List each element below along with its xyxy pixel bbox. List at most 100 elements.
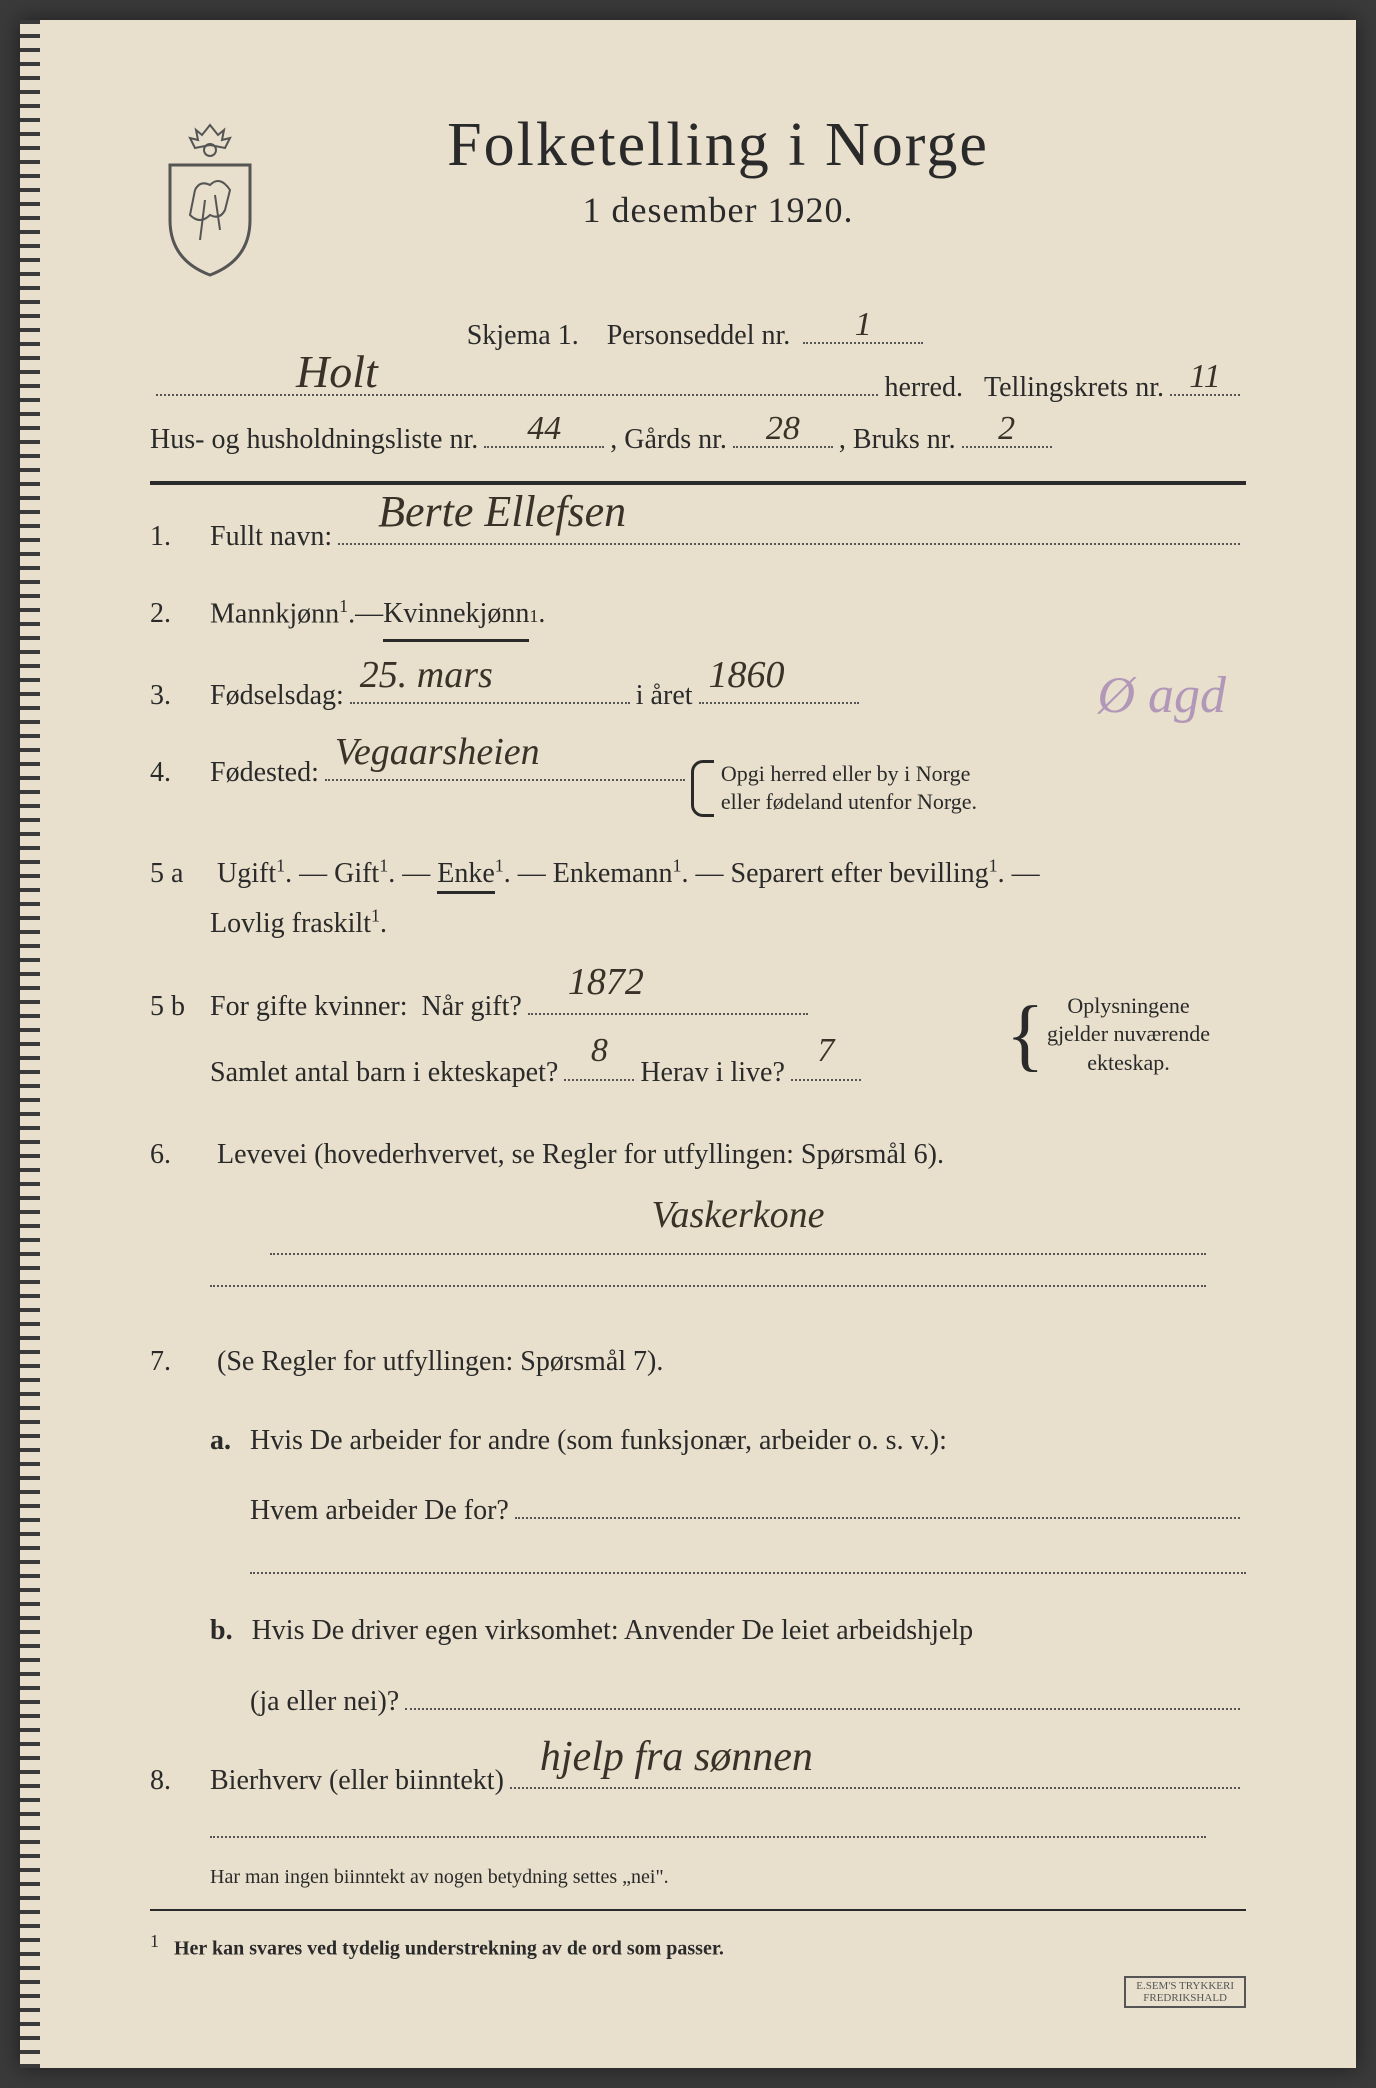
q5a-ugift: Ugift1. —	[217, 858, 334, 889]
q4-note2: eller fødeland utenfor Norge.	[721, 789, 977, 814]
q7b-sub: (ja eller nei)?	[250, 1677, 399, 1727]
q2-mann: Mannkjønn1.	[210, 592, 355, 637]
q5b-barn-label: Samlet antal barn i ekteskapet?	[210, 1048, 558, 1098]
q6-row: 6. Levevei (hovederhvervet, se Regler fo…	[150, 1130, 1246, 1287]
q2-num: 2.	[150, 592, 210, 637]
stamp-line2: FREDRIKSHALD	[1143, 1992, 1227, 2004]
footer-note: Har man ingen biinntekt av nogen betydni…	[150, 1866, 1246, 1889]
q8-row: 8. Bierhverv (eller biinntekt) hjelp fra…	[150, 1759, 1246, 1804]
q1-field: Berte Ellefsen	[338, 543, 1240, 545]
q5b-nargift-value: 1872	[568, 948, 644, 1016]
q6-field: Vaskerkone	[270, 1181, 1206, 1255]
q2-row: 2. Mannkjønn1. — Kvinnekjønn1.	[150, 592, 1246, 642]
herred-label: herred.	[884, 372, 963, 404]
header: Folketelling i Norge 1 desember 1920.	[150, 110, 1246, 280]
q5a-enkemann: Enkemann1. —	[553, 858, 731, 889]
q7b-letter: b.	[210, 1615, 233, 1646]
q6-blank-line	[210, 1285, 1206, 1287]
husliste-label: Hus- og husholdningsliste nr.	[150, 424, 478, 456]
q3-year-label: i året	[636, 674, 693, 719]
q5b-note3: ekteskap.	[1087, 1050, 1169, 1075]
q5a-gift: Gift1. —	[334, 858, 437, 889]
q5a-num: 5 a	[150, 849, 210, 899]
norwegian-crest-icon	[150, 120, 270, 280]
q8-num: 8.	[150, 1759, 210, 1804]
footnote-row: 1 Her kan svares ved tydelig understrekn…	[150, 1931, 1246, 1961]
perforated-edge	[20, 20, 40, 2068]
husliste-value: 44	[527, 410, 561, 448]
q7a-sub: Hvem arbeider De for?	[250, 1486, 509, 1536]
q7-row: 7. (Se Regler for utfyllingen: Spørsmål …	[150, 1337, 1246, 1727]
skjema-label: Skjema 1.	[467, 320, 579, 351]
q3-day-value: 25. mars	[360, 645, 493, 706]
q5b-nargift-label: Når gift?	[422, 982, 522, 1032]
q4-num: 4.	[150, 751, 210, 796]
purple-annotation: Ø agd	[1097, 654, 1226, 737]
q3-label: Fødselsdag:	[210, 674, 344, 719]
personseddel-label: Personseddel nr.	[607, 320, 791, 351]
q5b-nargift-field: 1872	[528, 1013, 808, 1015]
q8-field: hjelp fra sønnen	[510, 1787, 1240, 1789]
bruks-field: 2	[962, 446, 1052, 448]
census-date: 1 desember 1920.	[310, 189, 1126, 231]
q5b-label: For gifte kvinner:	[210, 982, 408, 1032]
personseddel-value: 1	[855, 306, 872, 344]
gards-label: , Gårds nr.	[610, 424, 727, 456]
q5a-fraskilt: Lovlig fraskilt1.	[150, 908, 387, 939]
bruks-value: 2	[998, 410, 1015, 448]
q4-note: Opgi herred eller by i Norge eller fødel…	[691, 760, 977, 817]
q5b-herav-value: 7	[817, 1020, 834, 1081]
q7-num: 7.	[150, 1337, 210, 1387]
q5b-note: Oplysningene gjelder nuværende ekteskap.	[1016, 992, 1216, 1078]
q7-label: (Se Regler for utfyllingen: Spørsmål 7).	[217, 1346, 663, 1377]
divider-thick	[150, 481, 1246, 485]
printer-stamp: E.SEM'S TRYKKERI FREDRIKSHALD	[1124, 1976, 1246, 2008]
q5a-separert: Separert efter bevilling1. —	[731, 858, 1040, 889]
footnote-num: 1	[150, 1931, 159, 1951]
census-form-page: Folketelling i Norge 1 desember 1920. Sk…	[20, 20, 1356, 2068]
husliste-field: 44	[484, 446, 604, 448]
q6-value: Vaskerkone	[651, 1194, 824, 1236]
main-title: Folketelling i Norge	[310, 110, 1126, 181]
q5b-note1: Oplysningene	[1067, 993, 1189, 1018]
personseddel-field: 1	[803, 342, 923, 344]
q4-field: Vegaarsheien	[325, 779, 685, 781]
gards-value: 28	[766, 410, 800, 448]
q7a-letter: a.	[210, 1425, 231, 1456]
stamp-line1: E.SEM'S TRYKKERI	[1136, 1980, 1234, 1992]
q7a-label: Hvis De arbeider for andre (som funksjon…	[250, 1425, 947, 1456]
q1-label: Fullt navn:	[210, 515, 332, 560]
q5b-barn-field: 8	[564, 1079, 634, 1081]
q8-label: Bierhverv (eller biinntekt)	[210, 1759, 504, 1804]
q5b-herav-label: Herav i live?	[640, 1048, 785, 1098]
household-row: Hus- og husholdningsliste nr. 44 , Gårds…	[150, 424, 1246, 456]
q4-label: Fødested:	[210, 751, 319, 796]
q2-dash: —	[355, 592, 383, 637]
q4-note1: Opgi herred eller by i Norge	[721, 761, 970, 786]
q5b-num: 5 b	[150, 982, 210, 1032]
q3-num: 3.	[150, 674, 210, 719]
q1-row: 1. Fullt navn: Berte Ellefsen	[150, 515, 1246, 560]
title-block: Folketelling i Norge 1 desember 1920.	[310, 110, 1246, 231]
q7a-block: a. Hvis De arbeider for andre (som funks…	[150, 1416, 1246, 1575]
q5b-note2: gjelder nuværende	[1047, 1021, 1210, 1046]
q6-num: 6.	[150, 1130, 210, 1180]
q3-row: 3. Fødselsdag: 25. mars i året 1860 Ø ag…	[150, 674, 1246, 719]
tellingskrets-label: Tellingskrets nr.	[984, 372, 1164, 404]
q5b-barn-value: 8	[591, 1020, 608, 1081]
gards-field: 28	[733, 446, 833, 448]
q5b-row: 5 b For gifte kvinner: Når gift? 1872 Sa…	[150, 982, 1246, 1099]
q7a-field	[515, 1517, 1240, 1519]
q3-year-value: 1860	[709, 645, 785, 706]
q6-label: Levevei (hovederhvervet, se Regler for u…	[217, 1139, 944, 1170]
q4-value: Vegaarsheien	[335, 722, 540, 783]
q1-value: Berte Ellefsen	[378, 477, 626, 547]
divider-thin	[150, 1909, 1246, 1911]
q8-blank-line	[210, 1836, 1206, 1838]
q7b-label: Hvis De driver egen virksomhet: Anvender…	[252, 1615, 974, 1646]
bruks-label: , Bruks nr.	[839, 424, 956, 456]
q5b-herav-field: 7	[791, 1079, 861, 1081]
q7b-block: b. Hvis De driver egen virksomhet: Anven…	[150, 1606, 1246, 1727]
q3-year-field: 1860	[699, 702, 859, 704]
herred-field: Holt	[156, 394, 878, 396]
